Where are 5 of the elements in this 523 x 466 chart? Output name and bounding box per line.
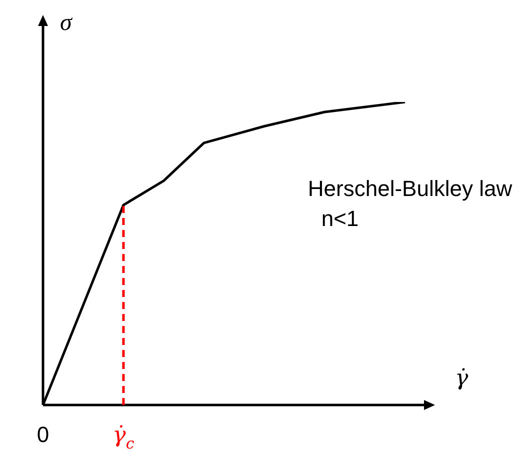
annotation: n<1 [321,206,359,231]
x-axis-title: γ̇ [455,366,469,391]
y-axis-title: σ [60,10,73,36]
annotation: Herschel-Bulkley law [308,176,512,201]
x-tick-label: 0 [36,422,50,447]
